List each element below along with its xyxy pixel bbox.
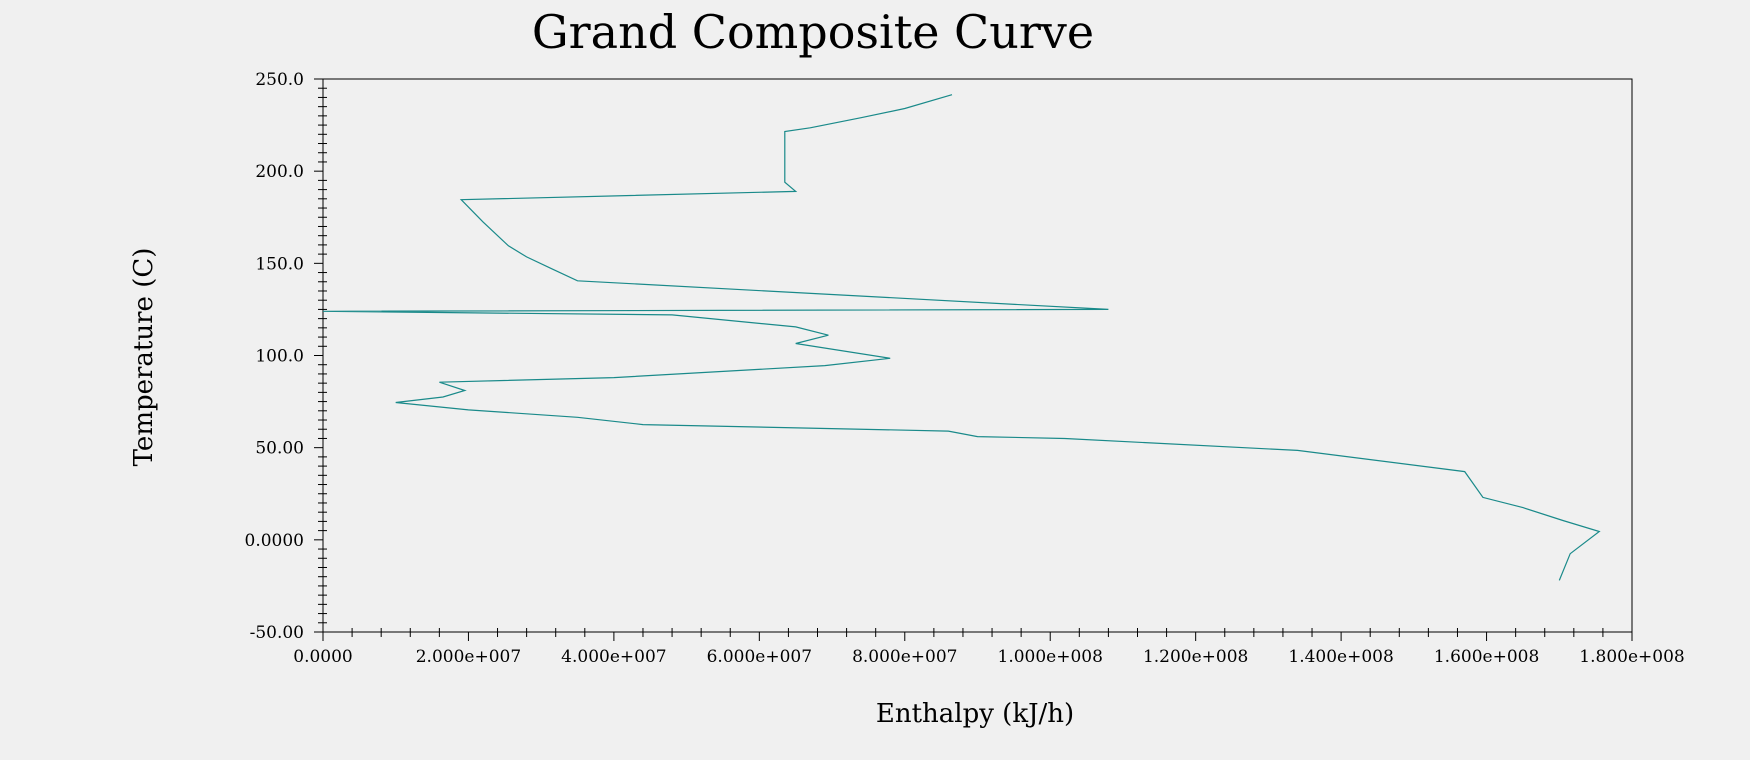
- x-tick-label: 1.200e+008: [1143, 647, 1248, 667]
- series-line: [322, 94, 1601, 581]
- x-tick-label: 2.000e+007: [416, 647, 521, 667]
- y-tick-label: 150.0: [255, 254, 304, 274]
- y-tick-label: 0.0000: [245, 531, 304, 551]
- x-tick-label: 1.400e+008: [1288, 647, 1393, 667]
- y-tick-label: 50.00: [255, 439, 304, 459]
- data-series: [322, 94, 1601, 581]
- x-tick-label: 1.000e+008: [998, 647, 1103, 667]
- x-axis-title: Enthalpy (kJ/h): [876, 699, 1074, 729]
- chart-title: Grand Composite Curve: [532, 5, 1094, 59]
- y-tick-label: 250.0: [255, 70, 304, 90]
- y-tick-label: -50.00: [250, 623, 304, 643]
- x-tick-label: 4.000e+007: [561, 647, 666, 667]
- x-tick-label: 6.000e+007: [707, 647, 812, 667]
- y-axis: [314, 78, 327, 633]
- x-tick-label: 1.800e+008: [1579, 647, 1684, 667]
- x-axis: [322, 628, 1633, 641]
- plot-area: [322, 78, 1633, 633]
- x-tick-labels: 0.0000 2.000e+007 4.000e+007 6.000e+007 8.00…: [293, 647, 1684, 667]
- x-tick-label: 8.000e+007: [852, 647, 957, 667]
- y-tick-label: 100.0: [255, 347, 304, 367]
- x-tick-label: 0.0000: [293, 647, 352, 667]
- x-tick-label: 1.600e+008: [1434, 647, 1539, 667]
- y-tick-label: 200.0: [255, 162, 304, 182]
- y-axis-title: Temperature (C): [129, 248, 159, 467]
- y-tick-labels: 250.0 200.0 150.0 100.0 50.00 0.0000 -50.00: [245, 70, 304, 643]
